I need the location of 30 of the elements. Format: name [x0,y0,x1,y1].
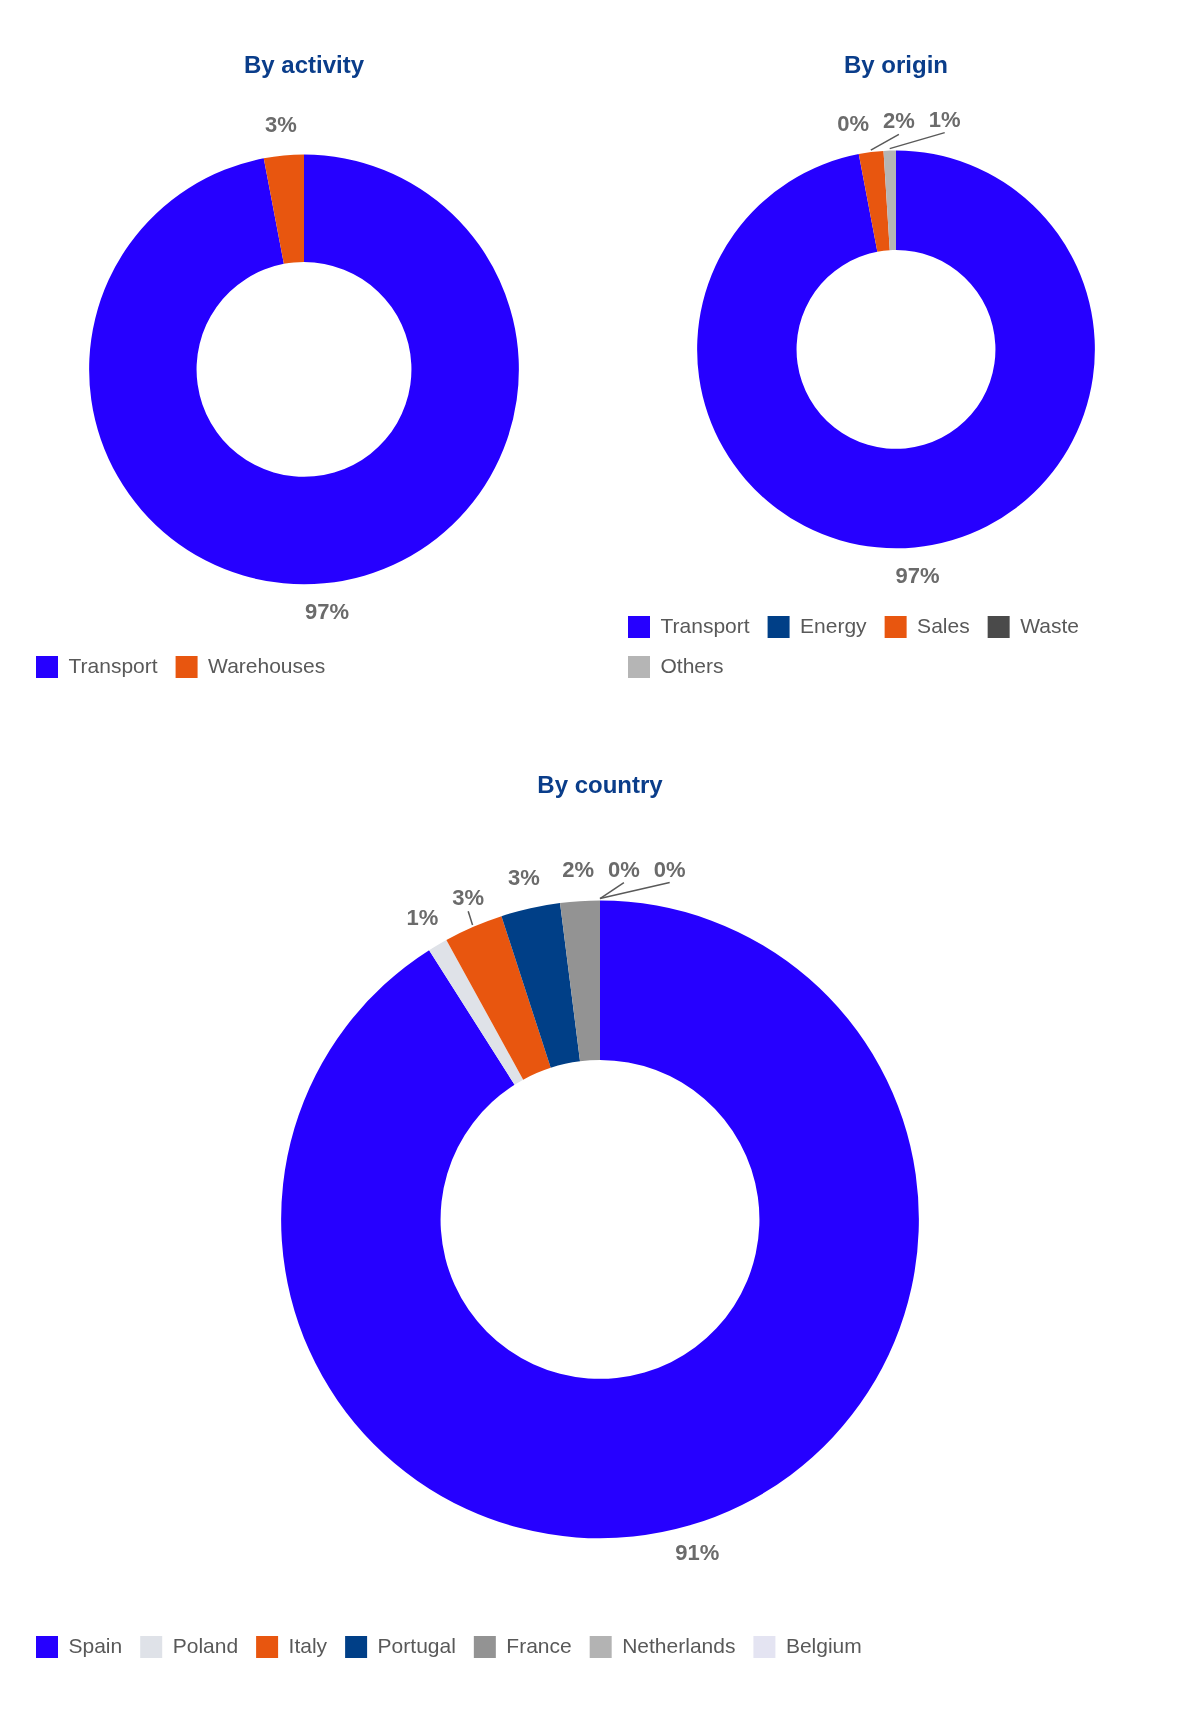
data-label: 91% [675,1540,720,1566]
data-label: 3% [508,864,540,890]
text: 0% [607,856,640,882]
legend-label: Waste [1020,613,1079,637]
data-label: 1% [928,106,961,132]
legend-label: Italy [288,1633,328,1657]
chart-title: By activity [243,51,365,79]
data-label: 2% [562,857,594,883]
legend-label: Sales [917,613,970,637]
legend-label: Poland [172,1633,239,1657]
data-label: 97% [305,599,350,625]
legend-label: Portugal [377,1633,456,1657]
data-label: 3% [452,885,485,911]
chart-title: By origin [843,51,949,79]
legend-label: Others [660,653,724,677]
legend-label: Transport [68,653,158,677]
legend-label: France [506,1633,572,1657]
chart-title: By country [537,771,664,799]
text: 0% [653,856,686,882]
legend-label: Energy [800,613,868,637]
legend-label: Belgium [785,1633,862,1657]
data-label: 3% [265,111,297,137]
legend-label: Spain [68,1633,123,1657]
legend-label: Transport [660,613,750,637]
data-label: 2% [883,108,915,134]
text: 0% [837,110,870,136]
data-label: 1% [406,905,439,931]
data-label: 97% [895,563,940,589]
legend-label: Netherlands [622,1633,736,1657]
legend-label: Warehouses [208,653,326,677]
